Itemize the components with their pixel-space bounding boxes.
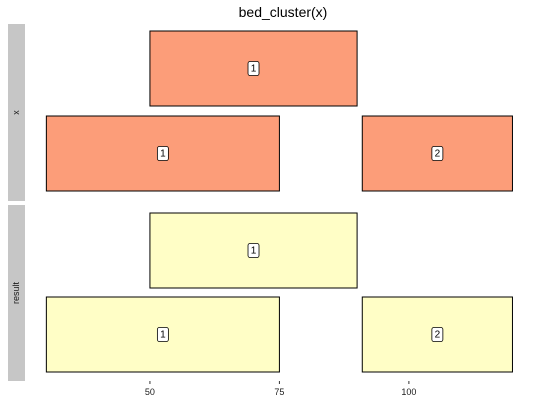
facet-result: result 1 1 2 [8, 205, 513, 381]
chart-title: bed_cluster(x) [239, 4, 328, 20]
x-axis: 50 75 100 [145, 381, 416, 397]
facet-x: x 1 1 2 [8, 24, 513, 201]
cluster-label-box [431, 327, 444, 342]
cluster-label-box [431, 146, 444, 161]
facet-label: x [11, 110, 21, 115]
facet-strip [8, 205, 25, 381]
interval-bar [45, 115, 280, 192]
cluster-label: 2 [435, 149, 441, 160]
x-tick-label: 75 [274, 387, 284, 397]
facets: x 1 1 2 result 1 1 2 [8, 24, 513, 381]
facet-label: result [11, 282, 21, 305]
cluster-label: 2 [435, 330, 441, 341]
cluster-label-box [247, 61, 260, 76]
x-tick-label: 100 [401, 387, 416, 397]
cluster-label: 1 [160, 330, 166, 341]
cluster-label-box [156, 327, 169, 342]
cluster-label-box [247, 243, 260, 258]
cluster-label: 1 [160, 149, 166, 160]
cluster-label: 1 [251, 64, 257, 75]
x-tick-label: 50 [145, 387, 155, 397]
cluster-label: 1 [251, 246, 257, 257]
cluster-label-box [156, 146, 169, 161]
facet-strip [8, 24, 25, 201]
